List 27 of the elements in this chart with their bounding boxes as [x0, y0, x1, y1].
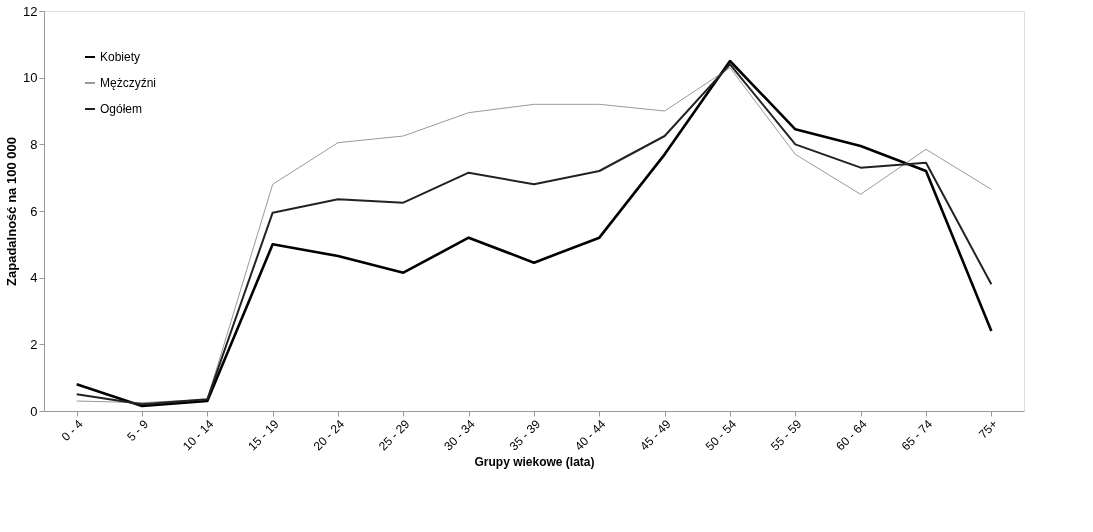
y-axis-title: Zapadalność na 100 000	[4, 137, 20, 286]
x-tick-label: 0 - 4	[58, 416, 86, 444]
y-tick-label: 10	[23, 70, 38, 86]
x-tick-label: 60 - 64	[833, 416, 870, 454]
x-tick-label: 40 - 44	[572, 416, 609, 454]
x-tick-label: 15 - 19	[245, 416, 282, 454]
x-axis-title: Grupy wiekowe (lata)	[474, 454, 595, 469]
x-tick-label: 30 - 34	[441, 416, 478, 454]
x-tick-label: 10 - 14	[180, 416, 217, 454]
x-tick-label: 35 - 39	[506, 416, 544, 454]
y-tick-label: 4	[30, 270, 38, 286]
x-tick-label: 45 - 49	[637, 416, 674, 454]
legend-label: Mężczyźni	[100, 76, 157, 90]
y-tick-label: 12	[23, 3, 38, 19]
x-tick-label: 65 - 74	[898, 416, 936, 454]
legend-label: Kobiety	[100, 50, 141, 64]
x-tick-label: 55 - 59	[768, 416, 805, 454]
x-tick-label: 5 - 9	[124, 416, 152, 444]
y-tick-label: 6	[30, 203, 38, 219]
x-tick-label: 20 - 24	[310, 416, 348, 454]
y-tick-label: 8	[30, 136, 38, 152]
x-tick-label: 75+	[976, 417, 1001, 442]
legend-label: Ogółem	[100, 102, 143, 116]
x-tick-label: 25 - 29	[376, 416, 413, 454]
y-tick-label: 0	[30, 403, 38, 419]
y-tick-label: 2	[30, 336, 38, 352]
x-tick-label: 50 - 54	[702, 416, 740, 454]
